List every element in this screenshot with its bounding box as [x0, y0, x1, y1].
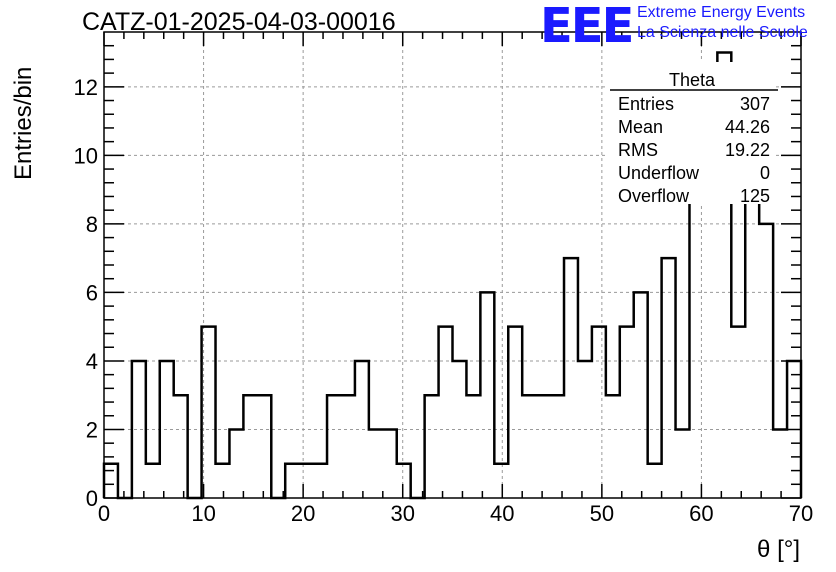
y-tick-label: 2: [86, 417, 98, 442]
stats-value: 0: [760, 163, 770, 183]
x-tick-label: 20: [291, 501, 315, 526]
y-axis-label: Entries/bin: [10, 67, 37, 180]
stats-label: Mean: [618, 117, 663, 137]
x-axis-label: θ [°]: [757, 536, 800, 563]
logo-caption-line2: La Scienza nelle Scuole: [637, 24, 808, 41]
y-tick-label: 4: [86, 349, 98, 374]
y-tick-label: 8: [86, 212, 98, 237]
axis-ticks: [103, 32, 802, 499]
x-tick-label: 60: [689, 501, 713, 526]
stats-label: RMS: [618, 140, 658, 160]
x-tick-labels: 0 10 20 30 40 50 60 70: [98, 501, 813, 526]
y-tick-labels: 0 2 4 6 8 10 12: [74, 75, 98, 511]
stats-label: Overflow: [618, 186, 690, 206]
stats-value: 19.22: [725, 140, 770, 160]
stats-title: Theta: [669, 70, 716, 90]
eee-logo: EEE: [540, 0, 634, 54]
stats-rows: Entries 307 Mean 44.26 RMS 19.22 Underflow 0 Ove…: [618, 94, 770, 206]
y-tick-label: 10: [74, 143, 98, 168]
plot-frame: [103, 31, 802, 499]
stats-value: 44.26: [725, 117, 770, 137]
stats-box: [608, 62, 776, 204]
y-tick-label: 0: [86, 486, 98, 511]
run-title: CATZ-01-2025-04-03-00016: [82, 8, 396, 36]
x-tick-label: 30: [390, 501, 414, 526]
x-tick-label: 0: [98, 501, 110, 526]
stats-value: 307: [740, 94, 770, 114]
y-tick-label: 12: [74, 75, 98, 100]
stats-value: 125: [740, 186, 770, 206]
x-tick-label: 10: [191, 501, 215, 526]
logo-caption-line1: Extreme Energy Events: [637, 4, 806, 21]
x-tick-label: 40: [490, 501, 514, 526]
y-tick-label: 6: [86, 280, 98, 305]
stats-label: Underflow: [618, 163, 700, 183]
x-tick-label: 50: [590, 501, 614, 526]
stats-label: Entries: [618, 94, 674, 114]
x-tick-label: 70: [789, 501, 813, 526]
logo-caption: Extreme Energy Events La Scienza nelle S…: [637, 3, 808, 43]
